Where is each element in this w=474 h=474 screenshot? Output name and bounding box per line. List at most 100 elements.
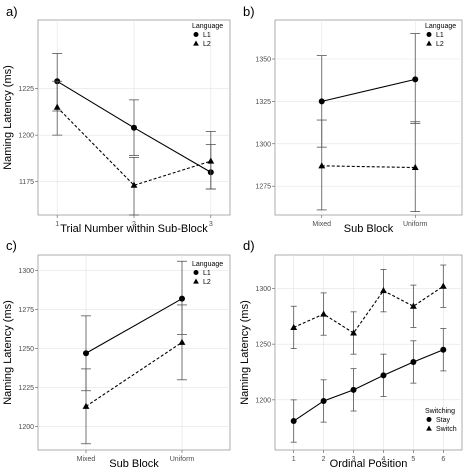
data-point-circle — [318, 98, 325, 105]
plot-border — [274, 19, 463, 216]
x-tick-label: 1 — [55, 221, 59, 228]
legend-title: Switching — [425, 408, 455, 415]
x-axis-title: Sub Block — [344, 223, 394, 235]
panel-2: 1275 1300 1325 1350 Mixed Uniform Language L1 L2… — [243, 4, 463, 235]
data-point-circle — [320, 397, 327, 404]
legend-key-circle — [193, 32, 199, 37]
data-point-circle — [412, 76, 419, 83]
plot-border — [37, 254, 231, 451]
legend-key-circle — [193, 270, 199, 275]
legend: Language L1 L2 — [192, 23, 223, 48]
y-axis-title: Naming Latency (ms) — [239, 300, 251, 405]
panel-label: b) — [243, 4, 255, 19]
x-tick-label: 6 — [441, 456, 445, 463]
y-tick-label: 1300 — [255, 141, 271, 148]
x-tick-label: Uniform — [403, 221, 428, 228]
legend-label: L1 — [203, 32, 211, 39]
x-tick-label: Mixed — [77, 456, 96, 463]
series-line — [293, 285, 444, 334]
legend-key-circle — [426, 32, 432, 37]
x-tick-label: 1 — [292, 456, 296, 463]
data-point-circle — [350, 386, 357, 393]
panel-3: 1200 1225 1250 1275 1300 Mixed Uniform Language… — [2, 238, 231, 470]
legend-label: L2 — [436, 41, 444, 48]
plot-border — [274, 254, 463, 451]
series-switch — [290, 264, 447, 355]
legend-key-triangle — [193, 278, 199, 284]
legend-key-triangle — [193, 40, 199, 46]
legend-label: Stay — [436, 417, 451, 424]
x-tick-label: 2 — [322, 456, 326, 463]
y-tick-label: 1275 — [18, 307, 34, 314]
y-axis-title: Naming Latency (ms) — [2, 300, 14, 405]
data-point-triangle — [207, 157, 215, 164]
data-point-triangle — [409, 302, 417, 309]
legend-title: Language — [425, 23, 456, 30]
series-l2 — [316, 119, 421, 213]
x-tick-label: 5 — [411, 456, 415, 463]
x-tick-label: 4 — [382, 456, 386, 463]
series-l2 — [52, 80, 216, 216]
panel-label: d) — [243, 238, 255, 253]
data-point-triangle — [318, 162, 326, 169]
legend-label: L1 — [436, 32, 444, 39]
data-point-triangle — [82, 402, 90, 409]
series-line — [56, 106, 211, 186]
x-axis-title: Trial Number within Sub-Block — [60, 223, 208, 235]
data-point-circle — [179, 295, 185, 302]
data-point-triangle — [380, 287, 387, 294]
data-point-triangle — [130, 181, 138, 188]
data-point-triangle — [439, 282, 447, 289]
legend-title: Language — [192, 23, 223, 30]
data-point-triangle — [178, 338, 186, 345]
data-point-triangle — [53, 103, 61, 110]
data-point-circle — [380, 372, 387, 379]
legend: Switching Stay Switch — [425, 408, 457, 433]
y-tick-label: 1200 — [255, 397, 271, 404]
y-tick-label: 1275 — [255, 184, 271, 191]
x-tick-label: Mixed — [312, 221, 331, 228]
legend-label: Switch — [436, 426, 457, 433]
series-line — [321, 165, 416, 169]
series-l2 — [81, 304, 187, 445]
legend-key-triangle — [426, 425, 432, 431]
data-point-triangle — [320, 310, 328, 317]
x-axis-title: Ordinal Position — [330, 458, 408, 470]
x-tick-label: 3 — [209, 221, 213, 228]
x-tick-label: 3 — [352, 456, 356, 463]
legend: Language L1 L2 — [425, 23, 456, 48]
data-point-circle — [131, 124, 137, 131]
y-tick-label: 1200 — [18, 133, 34, 140]
legend-key-circle — [426, 417, 432, 422]
panel-label: a) — [6, 4, 18, 19]
panel-1: 1175 1200 1225 1 2 3 Language L1 L2 Trial Number … — [2, 4, 231, 235]
y-tick-label: 1300 — [255, 286, 271, 293]
legend: Language L1 L2 — [192, 261, 223, 286]
y-tick-label: 1250 — [255, 342, 271, 349]
y-axis-title: Naming Latency (ms) — [2, 65, 14, 170]
y-tick-label: 1350 — [255, 57, 271, 64]
data-point-circle — [440, 346, 447, 353]
data-point-circle — [410, 358, 417, 365]
legend-label: L2 — [203, 279, 211, 286]
legend-label: L2 — [203, 41, 211, 48]
y-tick-label: 1175 — [19, 179, 34, 186]
legend-label: L1 — [203, 270, 211, 277]
series-line — [85, 341, 183, 407]
legend-title: Language — [192, 261, 223, 268]
data-point-circle — [290, 418, 297, 425]
x-tick-label: 2 — [132, 221, 136, 228]
data-point-circle — [83, 350, 89, 357]
data-point-triangle — [290, 323, 298, 330]
data-point-triangle — [411, 163, 419, 171]
series-line — [85, 298, 183, 354]
panel-label: c) — [6, 238, 17, 253]
y-tick-label: 1325 — [255, 99, 271, 106]
series-line — [321, 78, 416, 102]
x-axis-title: Sub Block — [109, 458, 159, 470]
panel-4: 1200 1250 1300 1 2 3 4 5 6 Switching Stay Switch Ord… — [239, 238, 463, 470]
data-point-triangle — [350, 329, 357, 336]
y-tick-label: 1200 — [18, 424, 34, 431]
series-stay — [290, 328, 447, 443]
